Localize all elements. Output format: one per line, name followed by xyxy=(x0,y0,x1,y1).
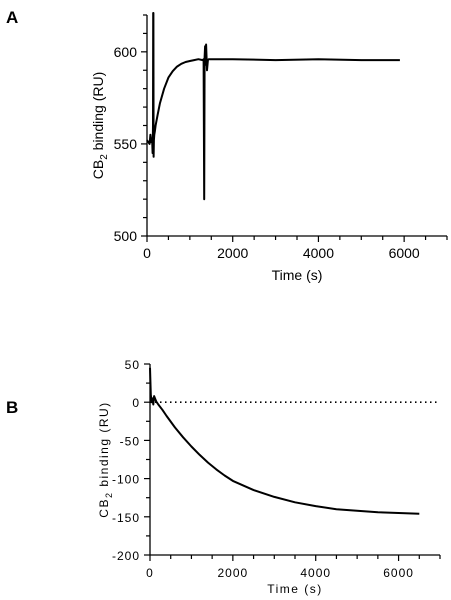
y-axis-label-subscript: 2 xyxy=(104,492,114,499)
y-axis-label-main: CB xyxy=(90,160,106,179)
y-axis-label-main: CB xyxy=(97,498,111,518)
x-tick-label: 4000 xyxy=(303,245,334,261)
x-tick-label: 0 xyxy=(146,566,154,580)
y-tick-label: 500 xyxy=(114,228,138,244)
y-tick-label: -50 xyxy=(120,434,140,448)
y-tick-label: 600 xyxy=(114,44,138,60)
y-axis-label: CB2 binding (RU) xyxy=(90,72,110,180)
y-axis-label: CB2 binding (RU) xyxy=(97,401,114,517)
series-line-0 xyxy=(146,12,400,201)
y-axis-label-rest: binding (RU) xyxy=(90,72,106,154)
x-tick-label: 4000 xyxy=(300,566,331,580)
y-tick-label: -150 xyxy=(112,511,140,525)
y-tick-label: 0 xyxy=(132,396,140,410)
chart-a: 0 2000 4000 6000 500 550 600 Time (s) CB2 bindin… xyxy=(90,12,448,283)
panel-label-b: B xyxy=(6,398,18,417)
x-tick-label: 0 xyxy=(143,245,151,261)
x-tick-label: 6000 xyxy=(389,245,420,261)
y-tick-label: 550 xyxy=(114,136,138,152)
x-tick-label: 2000 xyxy=(218,566,249,580)
x-axis-label: Time (s) xyxy=(267,582,323,596)
y-axis-label-rest: binding (RU) xyxy=(97,401,111,491)
y-tick-label: 50 xyxy=(125,358,140,372)
x-tick-label: 2000 xyxy=(217,245,248,261)
panel-label-a: A xyxy=(6,8,18,27)
y-axis-label-subscript: 2 xyxy=(99,154,110,160)
y-tick-label: -100 xyxy=(112,473,140,487)
y-tick-label: -200 xyxy=(112,549,140,563)
x-axis-label: Time (s) xyxy=(272,267,323,283)
x-tick-label: 6000 xyxy=(383,566,414,580)
chart-b: 0 2000 4000 6000 50 0 -50 -100 -150 -200 Time (s) C… xyxy=(97,358,441,596)
series-line-0 xyxy=(149,367,420,515)
